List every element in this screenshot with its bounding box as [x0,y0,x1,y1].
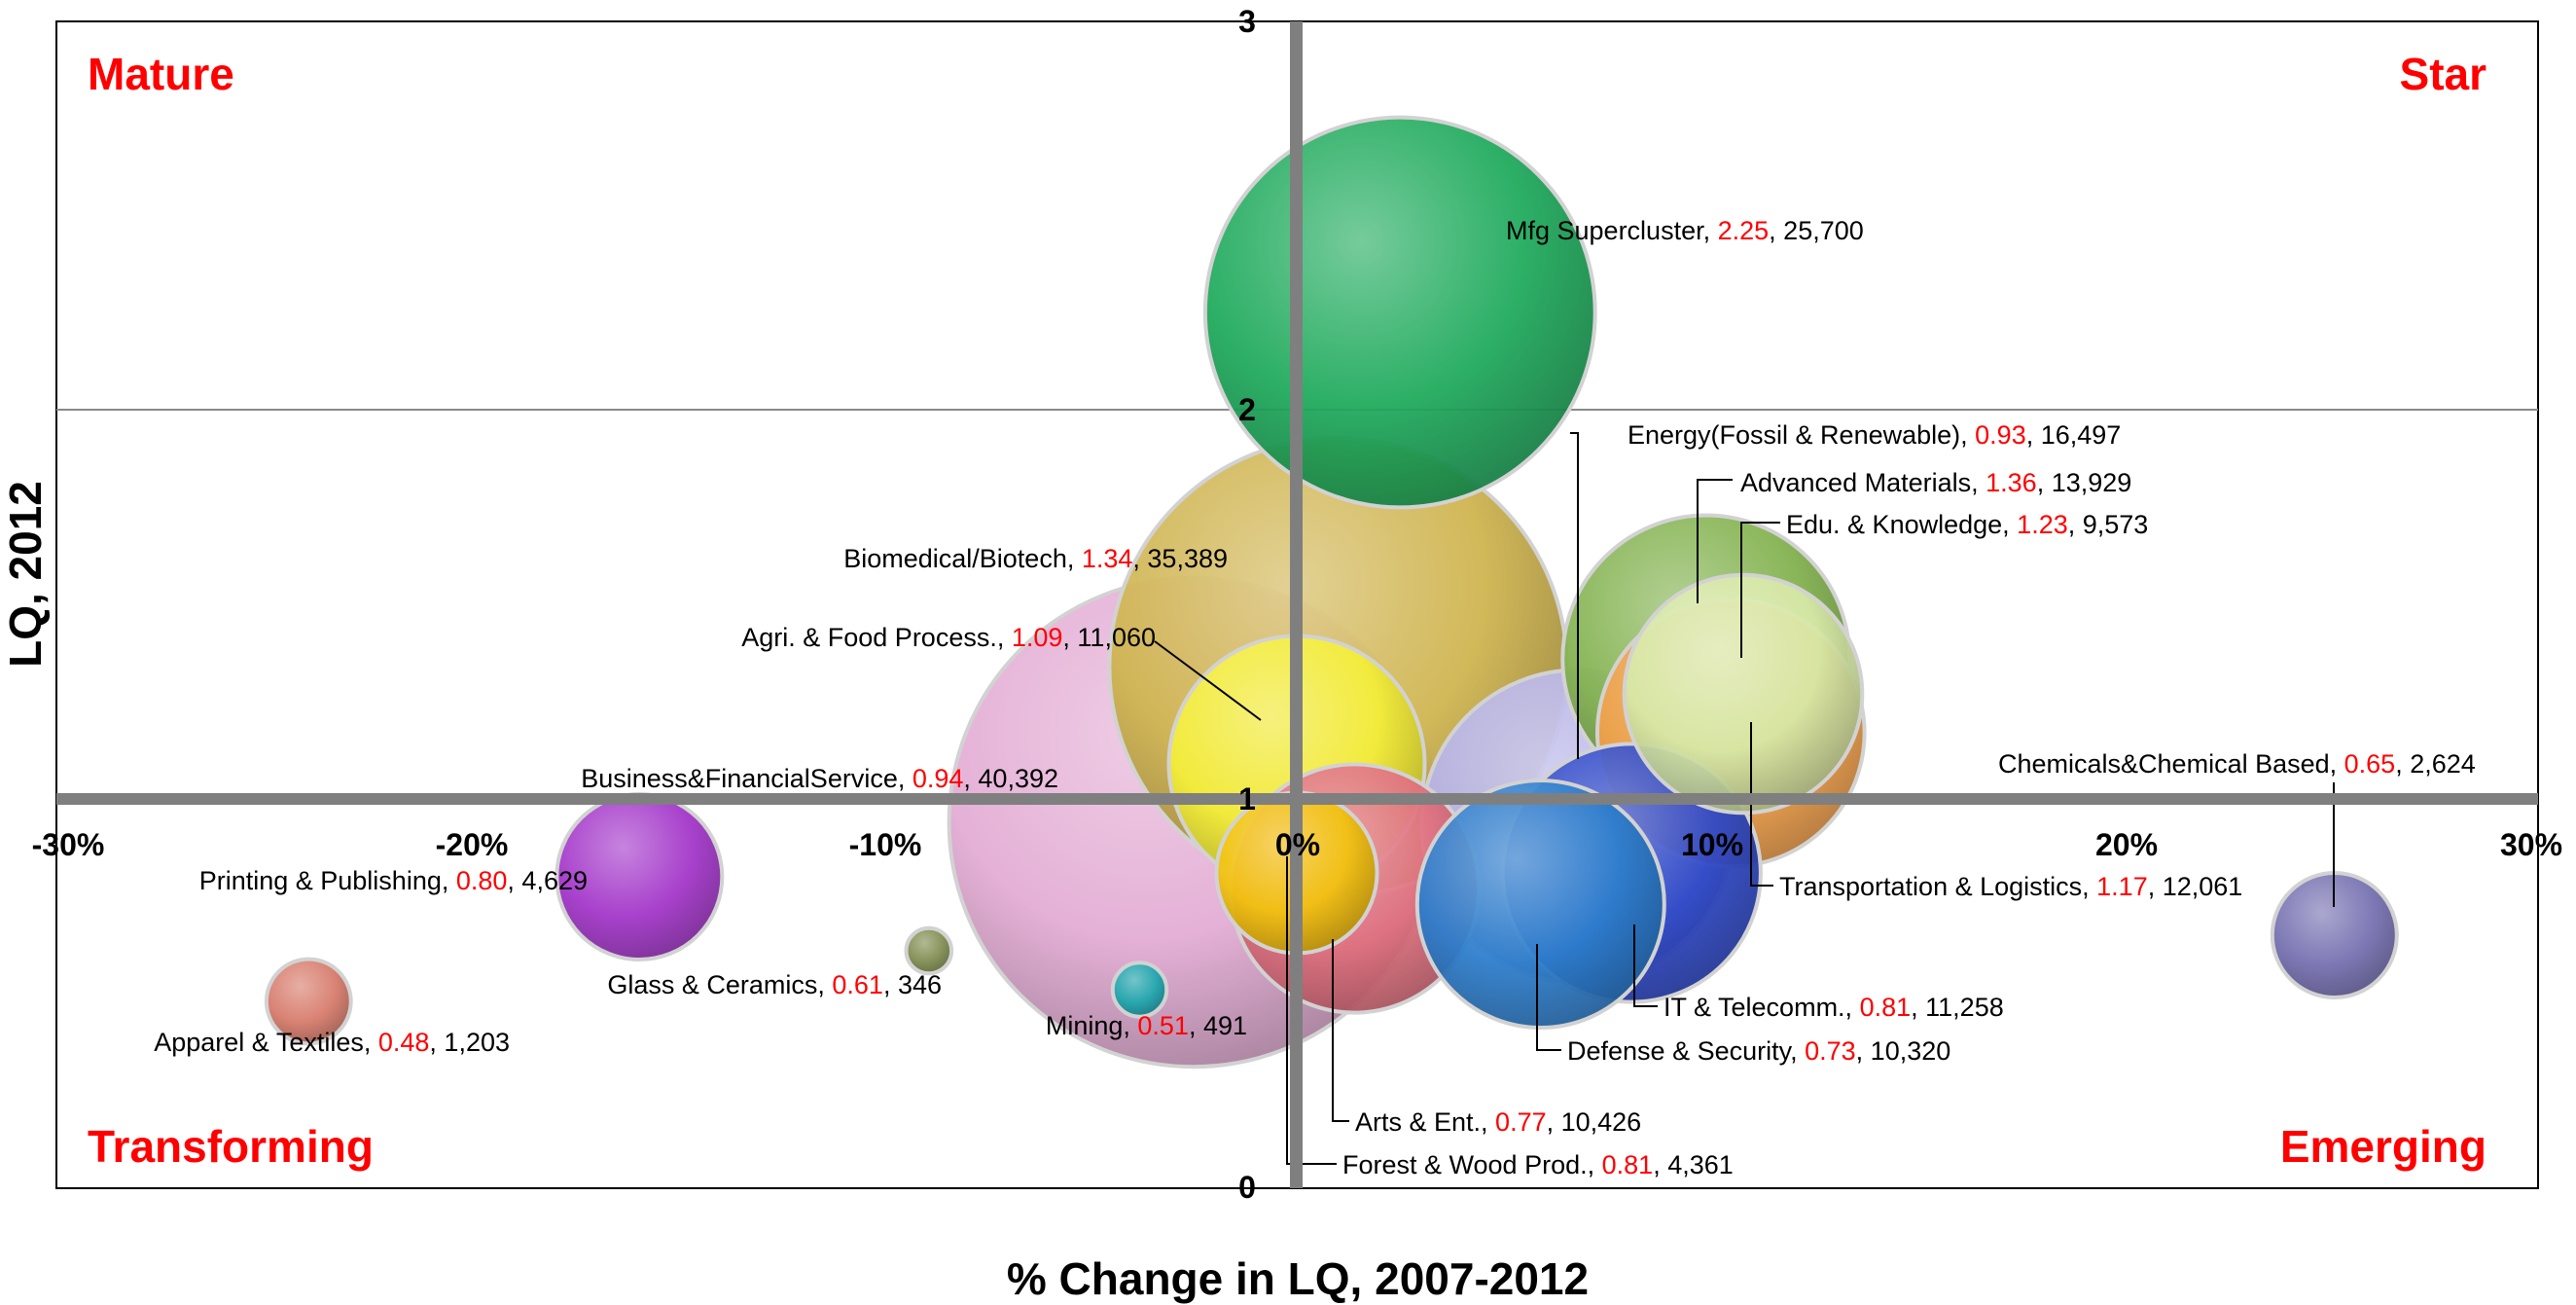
data-label-defense-security: Defense & Security, 0.73, 10,320 [1567,1036,1950,1066]
quadrant-bottom-left: Transforming [88,1121,374,1172]
y-tick-label: 2 [1238,392,1256,427]
y-tick-label: 0 [1238,1170,1256,1205]
data-label-energy-fossil-renewable: Energy(Fossil & Renewable), 0.93, 16,497 [1628,420,2121,450]
data-label-chemicals-chemical-based: Chemicals&Chemical Based, 0.65, 2,624 [1998,749,2476,779]
x-tick-label: -20% [436,827,509,862]
x-zero-axis [1290,21,1303,1188]
leader-line [1740,522,1780,658]
leader-line [1536,944,1561,1051]
leader-line [1697,479,1733,603]
data-label-transportation-logistics: Transportation & Logistics, 1.17, 12,061 [1779,872,2242,901]
quadrant-top-right: Star [2400,49,2487,99]
bubble-mfg-supercluster [1202,115,1597,510]
x-axis-title: % Change in LQ, 2007-2012 [1007,1253,1589,1304]
data-label-mfg-supercluster: Mfg Supercluster, 2.25, 25,700 [1506,216,1864,245]
x-tick-label: 20% [2095,827,2158,862]
leader-line [1750,722,1773,887]
bubble-glass-ceramics [904,925,954,976]
data-label-mining: Mining, 0.51, 491 [1046,1011,1247,1040]
quadrant-top-left: Mature [88,49,234,99]
bubble-mining [1110,961,1169,1019]
quadrant-bottom-right: Emerging [2280,1121,2487,1172]
data-label-forest-wood-prod: Forest & Wood Prod., 0.81, 4,361 [1342,1150,1734,1179]
data-label-glass-ceramics: Glass & Ceramics, 0.61, 346 [607,970,942,999]
y-tick-label: 3 [1238,4,1256,39]
y-tick-label: 1 [1238,781,1256,816]
bubble-edu-knowledge [1622,572,1865,816]
data-label-biomedical-biotech: Biomedical/Biotech, 1.34, 35,389 [843,544,1228,573]
x-tick-label: -10% [849,827,922,862]
x-tick-label: 0% [1275,827,1320,862]
leader-line [1286,856,1337,1165]
data-label-apparel-textiles: Apparel & Textiles, 0.48, 1,203 [154,1028,510,1057]
data-label-edu-knowledge: Edu. & Knowledge, 1.23, 9,573 [1786,510,2148,539]
y-axis-title: LQ, 2012 [0,481,51,668]
data-label-it-telecomm: IT & Telecomm., 0.81, 11,258 [1664,993,2004,1022]
x-tick-label: 30% [2500,827,2562,862]
data-label-advanced-materials: Advanced Materials, 1.36, 13,929 [1740,468,2131,497]
data-label-printing-publishing: Printing & Publishing, 0.80, 4,629 [199,866,588,895]
x-tick-label: 10% [1681,827,1743,862]
data-label-arts-ent: Arts & Ent., 0.77, 10,426 [1355,1107,1641,1137]
leader-line [1633,924,1658,1007]
leader-line [1570,432,1579,759]
x-tick-label: -30% [32,827,105,862]
data-label-business-financialservice: Business&FinancialService, 0.94, 40,392 [581,764,1058,793]
data-label-agri-food-process: Agri. & Food Process., 1.09, 11,060 [741,623,1156,652]
bubble-apparel-textiles [264,957,353,1046]
bubble-defense-security [1414,779,1666,1030]
leader-line [1332,939,1349,1122]
leader-line [1154,640,1262,721]
y-one-axis [56,793,2538,805]
